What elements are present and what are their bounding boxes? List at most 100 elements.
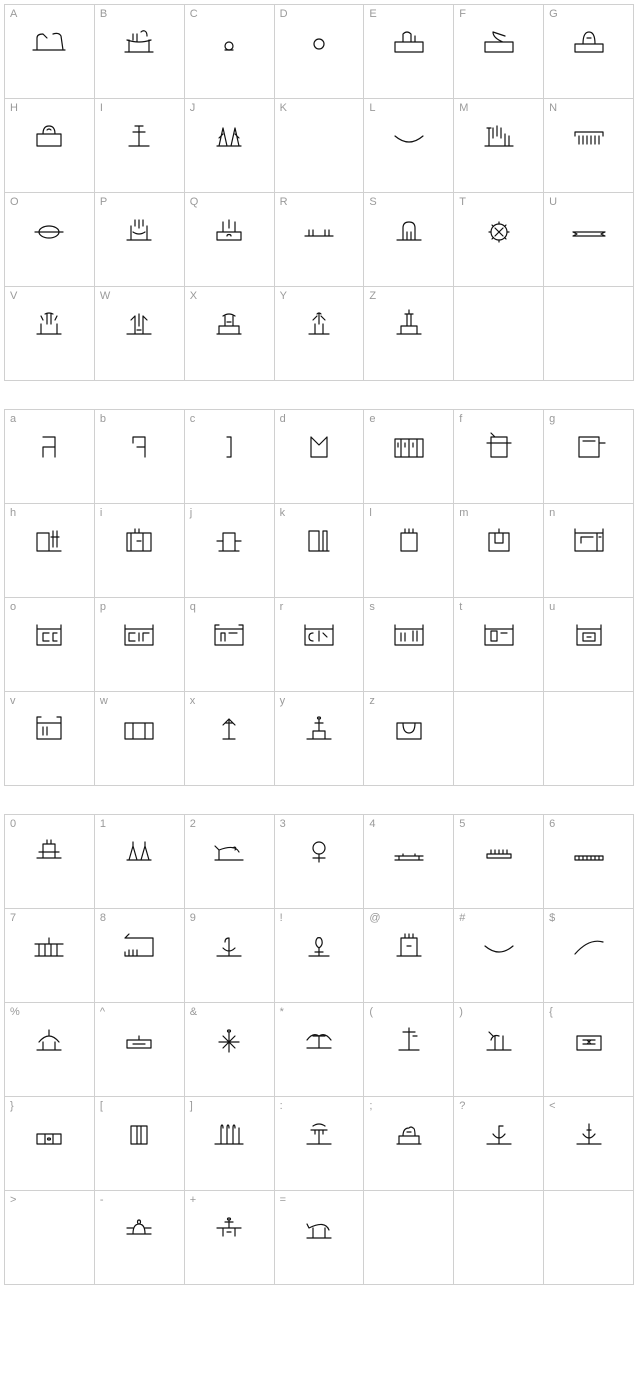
glyph-icon [185, 1209, 274, 1243]
charmap-cell [454, 287, 544, 381]
cell-label: 7 [10, 912, 16, 924]
cell-label: i [100, 507, 102, 519]
cell-label: e [369, 413, 375, 425]
glyph-icon [5, 1021, 94, 1055]
cell-label: F [459, 8, 466, 20]
cell-label: O [10, 196, 19, 208]
glyph-icon [5, 23, 94, 57]
glyph-icon [95, 833, 184, 867]
charmap-cell: H [5, 99, 95, 193]
charmap-cell [364, 1191, 454, 1285]
cell-label: x [190, 695, 196, 707]
cell-label: d [280, 413, 286, 425]
glyph-icon [544, 1021, 633, 1055]
charmap-cell: } [5, 1097, 95, 1191]
charmap-cell: A [5, 5, 95, 99]
cell-label: n [549, 507, 555, 519]
glyph-icon [185, 833, 274, 867]
cell-label: g [549, 413, 555, 425]
glyph-icon [454, 23, 543, 57]
cell-label: v [10, 695, 16, 707]
cell-label: [ [100, 1100, 103, 1112]
charmap-section-symbols: 0123456789!@#$%^&*(){}[]:;?<>-+= [4, 814, 636, 1285]
charmap-cell: t [454, 598, 544, 692]
charmap-cell: s [364, 598, 454, 692]
glyph-icon [454, 927, 543, 961]
charmap-cell: I [95, 99, 185, 193]
cell-label: I [100, 102, 103, 114]
charmap-cell: % [5, 1003, 95, 1097]
cell-label: f [459, 413, 462, 425]
glyph-icon [5, 211, 94, 245]
glyph-icon [454, 117, 543, 151]
glyph-icon [364, 710, 453, 744]
cell-label: M [459, 102, 468, 114]
charmap-cell: & [185, 1003, 275, 1097]
cell-label: + [190, 1194, 196, 1206]
charmap-cell: - [95, 1191, 185, 1285]
glyph-icon [364, 117, 453, 151]
glyph-icon [5, 1115, 94, 1149]
glyph-icon [364, 305, 453, 339]
charmap-cell: M [454, 99, 544, 193]
cell-label: L [369, 102, 375, 114]
charmap-cell: g [544, 410, 634, 504]
charmap-cell: > [5, 1191, 95, 1285]
charmap-cell: O [5, 193, 95, 287]
charmap-cell: ( [364, 1003, 454, 1097]
charmap-cell: ) [454, 1003, 544, 1097]
charmap-grid: 0123456789!@#$%^&*(){}[]:;?<>-+= [4, 814, 634, 1285]
charmap-grid: ABCDEFGHIJKLMNOPQRSTUVWXYZ [4, 4, 634, 381]
charmap-cell: y [275, 692, 365, 786]
charmap-cell: * [275, 1003, 365, 1097]
cell-label: ) [459, 1006, 463, 1018]
charmap-cell: 3 [275, 815, 365, 909]
charmap-cell: 1 [95, 815, 185, 909]
cell-label: Y [280, 290, 287, 302]
charmap-cell: z [364, 692, 454, 786]
glyph-icon [185, 428, 274, 462]
glyph-icon [95, 616, 184, 650]
cell-label: U [549, 196, 557, 208]
glyph-icon [95, 710, 184, 744]
glyph-icon [275, 616, 364, 650]
charmap-section-lowercase: abcdefghijklmnopqrstuvwxyz [4, 409, 636, 786]
glyph-icon [275, 1115, 364, 1149]
charmap-cell: k [275, 504, 365, 598]
cell-label: { [549, 1006, 553, 1018]
charmap-cell: K [275, 99, 365, 193]
glyph-icon [544, 833, 633, 867]
charmap-cell: 0 [5, 815, 95, 909]
glyph-icon [544, 927, 633, 961]
glyph-icon [364, 927, 453, 961]
cell-label: N [549, 102, 557, 114]
charmap-cell: ? [454, 1097, 544, 1191]
charmap-cell: v [5, 692, 95, 786]
glyph-icon [275, 710, 364, 744]
cell-label: V [10, 290, 17, 302]
cell-label: Q [190, 196, 199, 208]
cell-label: 3 [280, 818, 286, 830]
glyph-icon [544, 428, 633, 462]
cell-label: ; [369, 1100, 372, 1112]
glyph-icon [544, 117, 633, 151]
charmap-cell: 9 [185, 909, 275, 1003]
cell-label: # [459, 912, 465, 924]
glyph-icon [95, 23, 184, 57]
glyph-icon [544, 616, 633, 650]
charmap-cell: < [544, 1097, 634, 1191]
charmap-cell: V [5, 287, 95, 381]
charmap-cell: 7 [5, 909, 95, 1003]
charmap-cell: F [454, 5, 544, 99]
charmap-cell: R [275, 193, 365, 287]
cell-label: w [100, 695, 108, 707]
charmap-section-uppercase: ABCDEFGHIJKLMNOPQRSTUVWXYZ [4, 4, 636, 381]
cell-label: E [369, 8, 376, 20]
cell-label: * [280, 1006, 284, 1018]
charmap-cell: ! [275, 909, 365, 1003]
glyph-icon [364, 616, 453, 650]
cell-label: j [190, 507, 192, 519]
glyph-icon [95, 305, 184, 339]
glyph-icon [185, 1021, 274, 1055]
charmap-cell: 5 [454, 815, 544, 909]
